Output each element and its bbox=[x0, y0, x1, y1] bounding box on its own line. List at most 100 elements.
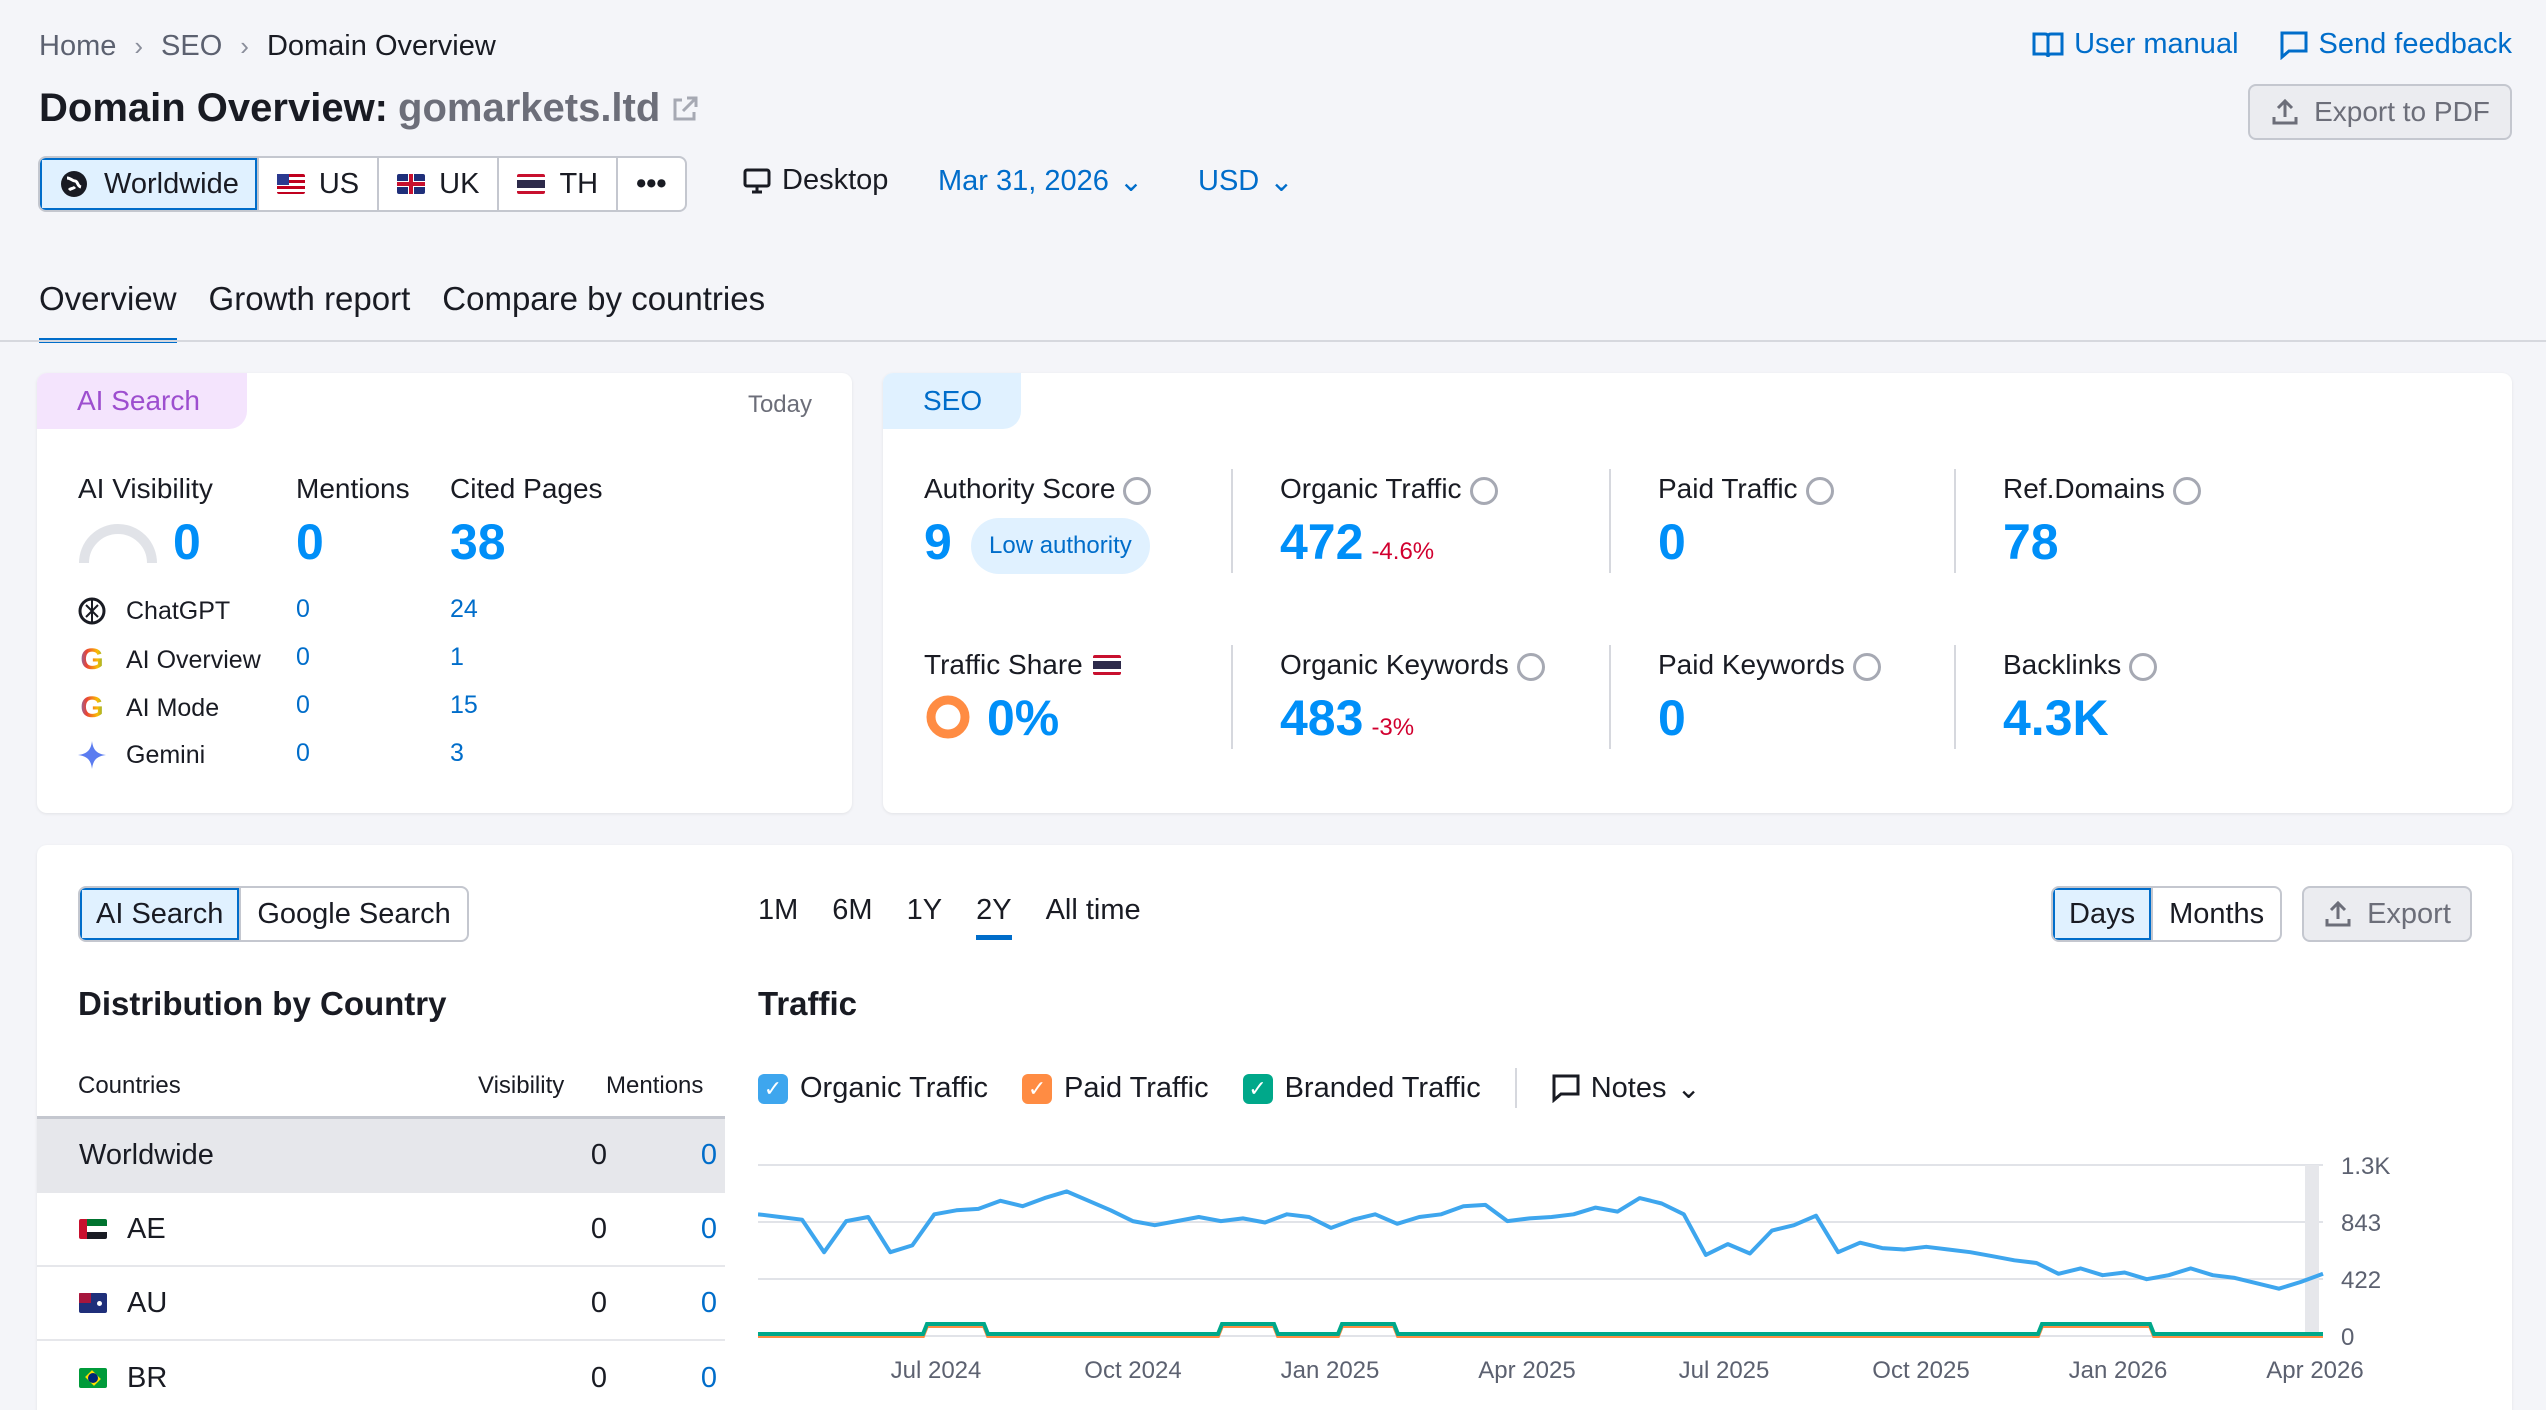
traffic-title: Traffic bbox=[758, 985, 858, 1022]
db-uk[interactable]: UK bbox=[379, 158, 500, 210]
ai-mode-cited[interactable]: 15 bbox=[450, 691, 478, 719]
paid-keywords-value[interactable]: 0 bbox=[1658, 690, 1686, 746]
export-pdf-label: Export to PDF bbox=[2314, 96, 2490, 127]
organic-keywords-value[interactable]: 483 -3% bbox=[1280, 689, 1414, 747]
period-all-time[interactable]: All time bbox=[1045, 894, 1141, 926]
chevron-down-icon: ⌄ bbox=[1118, 166, 1144, 198]
period-2y[interactable]: 2Y bbox=[976, 894, 1012, 940]
globe-icon bbox=[1469, 476, 1498, 505]
country-mentions[interactable]: 0 bbox=[700, 1286, 717, 1319]
paid-traffic-value[interactable]: 0 bbox=[1658, 514, 1686, 570]
organic-traffic-value[interactable]: 472 -4.6% bbox=[1280, 513, 1434, 571]
tab-overview[interactable]: Overview bbox=[39, 280, 177, 343]
country-visibility: 0 bbox=[590, 1212, 607, 1245]
ai-overview-cited[interactable]: 1 bbox=[450, 643, 464, 671]
gemini-mentions[interactable]: 0 bbox=[296, 739, 310, 767]
series-branded-traffic[interactable] bbox=[758, 1322, 2323, 1336]
db-th[interactable]: TH bbox=[499, 158, 619, 210]
notes-label: Notes bbox=[1590, 1071, 1667, 1104]
export-button[interactable]: Export bbox=[2302, 886, 2472, 942]
table-row[interactable]: Worldwide 0 0 bbox=[37, 1119, 725, 1193]
toggle-months[interactable]: Months bbox=[2169, 897, 2265, 930]
top-links: User manual Send feedback bbox=[2032, 28, 2512, 61]
book-icon bbox=[2032, 32, 2064, 57]
ai-row-name: ChatGPT bbox=[126, 596, 231, 625]
feedback-icon bbox=[2280, 31, 2308, 60]
db-worldwide-label: Worldwide bbox=[104, 167, 239, 200]
organic-traffic-label: Organic Traffic bbox=[1280, 473, 1498, 505]
period-1m[interactable]: 1M bbox=[758, 894, 799, 926]
legend-paid[interactable]: ✓ Paid Traffic bbox=[1022, 1072, 1209, 1105]
external-link-icon[interactable] bbox=[670, 94, 700, 124]
cited-pages-value[interactable]: 38 bbox=[450, 514, 506, 570]
ref-domains-value[interactable]: 78 bbox=[2003, 514, 2059, 570]
tab-compare-by-countries[interactable]: Compare by countries bbox=[442, 280, 766, 317]
google-icon: G bbox=[76, 643, 108, 677]
legend-paid-label: Paid Traffic bbox=[1064, 1071, 1209, 1104]
ai-row-name: AI Overview bbox=[126, 645, 261, 674]
notes-dropdown[interactable]: Notes ⌄ bbox=[1551, 1071, 1701, 1106]
x-tick-label: Apr 2025 bbox=[1478, 1357, 1575, 1384]
date-selector[interactable]: Mar 31, 2026 ⌄ bbox=[938, 164, 1143, 199]
ai-mode-mentions[interactable]: 0 bbox=[296, 691, 310, 719]
currency-selector[interactable]: USD ⌄ bbox=[1198, 164, 1294, 199]
tab-growth-report[interactable]: Growth report bbox=[208, 280, 411, 317]
country-visibility: 0 bbox=[590, 1361, 607, 1394]
chatgpt-cited[interactable]: 24 bbox=[450, 595, 478, 623]
traffic-chart[interactable]: 1.3K 843 422 0 Jul 2024 Oct 2024 Jan 2025 Apr 2… bbox=[758, 1150, 2512, 1410]
country-visibility: 0 bbox=[590, 1138, 607, 1171]
chatgpt-mentions[interactable]: 0 bbox=[296, 595, 310, 623]
chevron-down-icon: ⌄ bbox=[1676, 1072, 1701, 1105]
paid-traffic-text: Paid Traffic bbox=[1658, 473, 1798, 504]
divider bbox=[1954, 469, 1956, 573]
note-icon bbox=[1552, 1074, 1580, 1103]
page-title-text: Domain Overview: bbox=[39, 86, 389, 130]
legend-organic[interactable]: ✓ Organic Traffic bbox=[758, 1072, 988, 1105]
chevron-right-icon: › bbox=[134, 31, 144, 61]
more-icon: ••• bbox=[636, 167, 667, 200]
device-selector[interactable]: Desktop bbox=[742, 164, 888, 197]
table-row[interactable]: AE 0 0 bbox=[37, 1193, 725, 1267]
toggle-days[interactable]: Days bbox=[2053, 888, 2154, 940]
mentions-label: Mentions bbox=[296, 473, 410, 504]
traffic-share-value[interactable]: 0% bbox=[987, 690, 1060, 746]
send-feedback-link[interactable]: Send feedback bbox=[2279, 28, 2512, 61]
ai-row-ai-overview: G AI Overview bbox=[76, 643, 261, 677]
db-more-button[interactable]: ••• bbox=[618, 158, 684, 210]
breadcrumb-seo[interactable]: SEO bbox=[161, 30, 223, 62]
x-tick-label: Oct 2024 bbox=[1084, 1357, 1181, 1384]
table-row[interactable]: BR 0 0 bbox=[37, 1341, 725, 1410]
gemini-icon bbox=[78, 741, 106, 769]
send-feedback-label: Send feedback bbox=[2318, 28, 2512, 60]
table-row[interactable]: AU 0 0 bbox=[37, 1267, 725, 1341]
legend-branded[interactable]: ✓ Branded Traffic bbox=[1242, 1072, 1481, 1105]
period-6m[interactable]: 6M bbox=[832, 894, 873, 926]
db-us[interactable]: US bbox=[259, 158, 380, 210]
country-mentions[interactable]: 0 bbox=[700, 1212, 717, 1245]
mentions-value[interactable]: 0 bbox=[296, 514, 324, 570]
checkbox-icon: ✓ bbox=[1022, 1073, 1053, 1104]
db-th-label: TH bbox=[559, 167, 599, 200]
br-flag-icon bbox=[79, 1368, 107, 1388]
breadcrumb-home[interactable]: Home bbox=[39, 30, 117, 62]
th-flag-icon bbox=[1092, 655, 1121, 675]
ai-visibility-value[interactable]: 0 bbox=[173, 514, 201, 570]
gemini-cited[interactable]: 3 bbox=[450, 739, 464, 767]
toggle-google-search[interactable]: Google Search bbox=[257, 897, 451, 930]
user-manual-link[interactable]: User manual bbox=[2032, 28, 2239, 61]
backlinks-text: Backlinks bbox=[2003, 649, 2122, 680]
country-mentions[interactable]: 0 bbox=[700, 1138, 717, 1171]
db-worldwide[interactable]: Worldwide bbox=[40, 158, 259, 210]
today-label: Today bbox=[747, 391, 812, 418]
country-mentions[interactable]: 0 bbox=[700, 1361, 717, 1394]
ai-overview-mentions[interactable]: 0 bbox=[296, 643, 310, 671]
chevron-right-icon: › bbox=[240, 31, 249, 61]
authority-score-value[interactable]: 9 bbox=[924, 514, 952, 570]
export-pdf-button[interactable]: Export to PDF bbox=[2248, 84, 2512, 140]
toggle-ai-search[interactable]: AI Search bbox=[80, 888, 242, 940]
ref-domains-label: Ref.Domains bbox=[2003, 473, 2201, 505]
period-1y[interactable]: 1Y bbox=[906, 894, 943, 926]
backlinks-value[interactable]: 4.3K bbox=[2003, 690, 2109, 746]
series-organic-traffic[interactable] bbox=[758, 1189, 2324, 1291]
organic-keywords-label: Organic Keywords bbox=[1280, 649, 1545, 681]
